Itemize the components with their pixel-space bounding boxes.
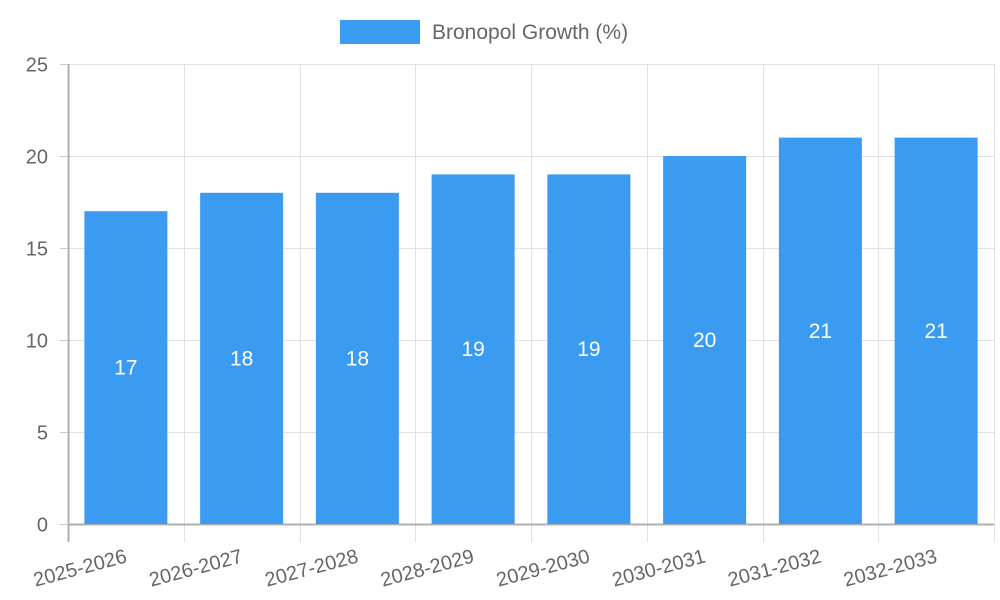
x-tick-label: 2028-2029: [378, 546, 476, 592]
x-tick-label: 2027-2028: [263, 546, 361, 592]
bar-value-label: 17: [114, 357, 137, 380]
x-tick-label: 2029-2030: [494, 546, 592, 592]
bar-value-label: 19: [461, 338, 484, 361]
bar[interactable]: [315, 192, 399, 525]
bar[interactable]: [663, 156, 747, 524]
legend[interactable]: Bronopol Growth (%): [340, 20, 628, 44]
y-axis-labels: 0 5 10 15 20 25: [26, 55, 48, 537]
x-axis-labels: 2025-2026 2026-2027 2027-2028 2028-2029 2029…: [31, 546, 939, 592]
legend-swatch: [340, 20, 420, 44]
bar[interactable]: [200, 192, 284, 525]
bar-value-label: 18: [346, 347, 369, 370]
bar-value-label: 19: [577, 338, 600, 361]
bar-value-label: 21: [809, 320, 832, 343]
bar-value-label: 18: [230, 347, 253, 370]
bar[interactable]: [547, 174, 631, 524]
y-tick-label: 25: [26, 55, 48, 77]
bars: 17 18 18 19 19 20 21 21: [84, 137, 978, 525]
bar[interactable]: [778, 137, 862, 524]
axes: [60, 64, 994, 526]
x-tick-label: 2026-2027: [147, 546, 245, 592]
x-tick-label: 2025-2026: [31, 546, 129, 592]
bar[interactable]: [894, 137, 978, 524]
bar[interactable]: [84, 211, 168, 524]
y-tick-label: 5: [37, 423, 48, 445]
bar-value-label: 21: [924, 320, 947, 343]
x-tick-label: 2031-2032: [726, 546, 824, 592]
y-tick-label: 15: [26, 239, 48, 261]
y-tick-label: 20: [26, 147, 48, 169]
y-tick-label: 0: [37, 515, 48, 537]
y-tick-label: 10: [26, 331, 48, 353]
bar-value-label: 20: [693, 329, 716, 352]
legend-label: Bronopol Growth (%): [432, 21, 628, 44]
x-tick-label: 2030-2031: [610, 546, 708, 592]
bar[interactable]: [431, 174, 515, 524]
x-tick-label: 2032-2033: [841, 546, 939, 592]
